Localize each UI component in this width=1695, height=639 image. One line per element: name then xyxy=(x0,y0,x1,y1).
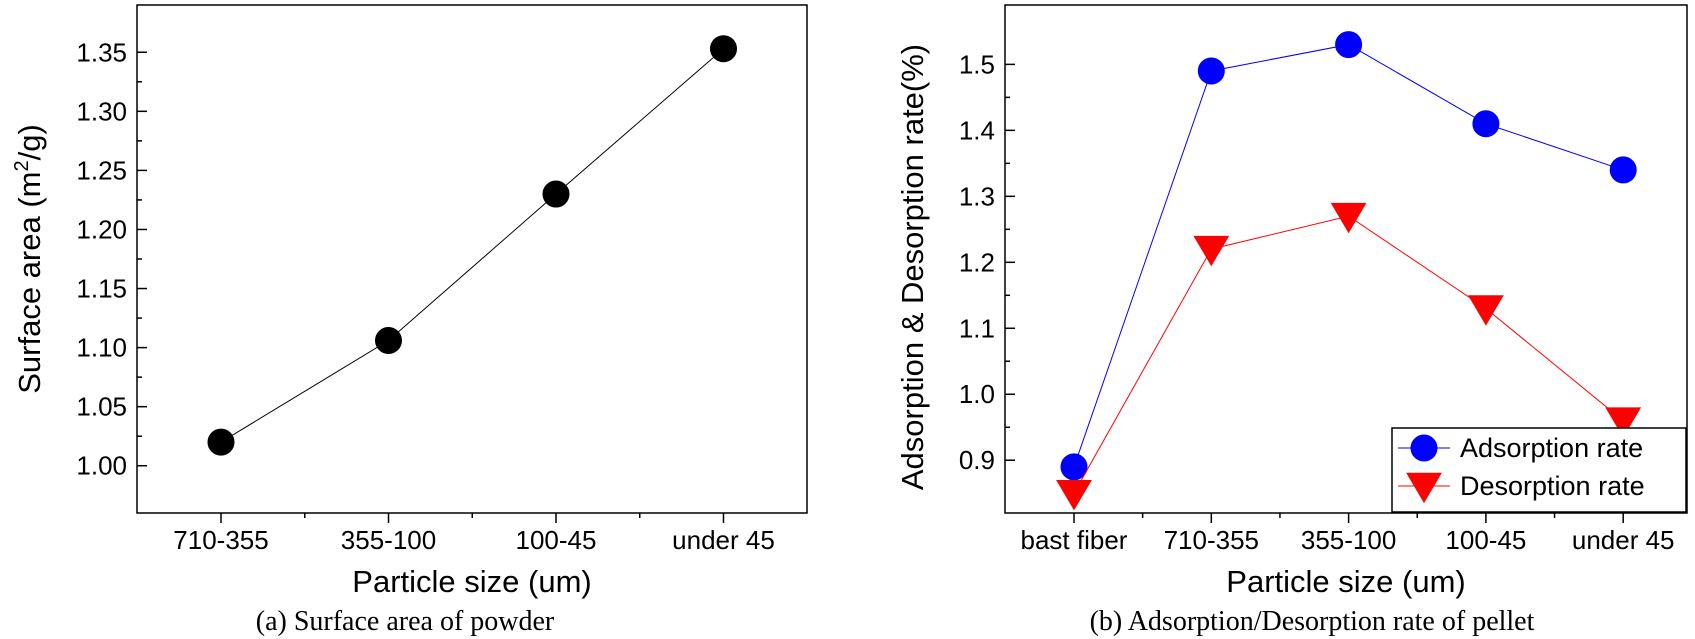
y-axis-label-a-text: Surface area (m xyxy=(12,172,47,394)
y-tick-label: 0.9 xyxy=(959,445,995,475)
y-axis-b: 0.9 1.0 1.1 1.2 1.3 1.4 1.5 xyxy=(959,49,1015,475)
data-point xyxy=(1197,57,1225,85)
data-point xyxy=(1468,295,1504,326)
y-tick-label: 1.20 xyxy=(76,214,127,244)
y-tick-label: 1.1 xyxy=(959,313,995,343)
data-point xyxy=(1193,235,1230,267)
y-axis-label-b: Adsorption & Desorption rate(%) xyxy=(895,44,930,490)
y-tick-label: 1.0 xyxy=(959,379,995,409)
legend-label: Adsorption rate xyxy=(1460,433,1643,463)
x-tick-label: 100-45 xyxy=(516,525,597,555)
y-tick-label: 1.30 xyxy=(76,96,127,126)
legend-marker xyxy=(1410,434,1438,462)
series-group-a xyxy=(207,35,737,456)
y-tick-label: 1.4 xyxy=(959,115,995,145)
plot-frame-a xyxy=(136,4,808,514)
data-point xyxy=(1472,110,1500,138)
legend-label: Desorption rate xyxy=(1460,471,1645,501)
y-axis-label-a-suffix: /g) xyxy=(12,124,47,160)
y-axis-label-a-sup: 2 xyxy=(11,160,33,171)
x-tick-label: bast fiber xyxy=(1021,525,1128,555)
caption-a: (a) Surface area of powder xyxy=(256,606,555,637)
legend-marker xyxy=(1406,472,1442,504)
y-axis-label-a: Surface area (m2/g) xyxy=(11,124,47,394)
data-point xyxy=(1609,156,1637,184)
data-point xyxy=(710,35,737,63)
data-point xyxy=(207,428,235,456)
x-tick-label: 355-100 xyxy=(341,525,436,555)
y-tick-label: 1.3 xyxy=(959,181,995,211)
y-tick-label: 1.25 xyxy=(76,155,127,185)
x-tick-label: 710-355 xyxy=(173,525,268,555)
data-point xyxy=(1060,453,1088,481)
y-tick-label: 1.05 xyxy=(76,392,127,422)
adsorption-desorption-chart: 0.9 1.0 1.1 1.2 1.3 1.4 1.5 bast fiber 710-355 3… xyxy=(895,4,1688,637)
data-point xyxy=(1605,407,1642,438)
series-line-1 xyxy=(1073,44,1624,467)
caption-b: (b) Adsorption/Desorption rate of pellet xyxy=(1090,606,1535,637)
y-tick-label: 1.35 xyxy=(76,37,127,67)
series-group-b xyxy=(1056,31,1642,511)
surface-area-chart: 1.00 1.05 1.10 1.15 1.20 1.25 1.30 1.35 710-355… xyxy=(11,4,808,637)
x-tick-label: 355-100 xyxy=(1301,525,1396,555)
y-tick-label: 1.2 xyxy=(959,247,995,277)
x-tick-label: under 45 xyxy=(672,525,775,555)
data-point xyxy=(1335,31,1363,59)
series-line-1 xyxy=(220,48,724,443)
data-point xyxy=(1056,479,1092,511)
data-point xyxy=(1330,202,1367,234)
y-axis-a: 1.00 1.05 1.10 1.15 1.20 1.25 1.30 1.35 xyxy=(76,37,147,481)
y-tick-label: 1.00 xyxy=(76,451,127,481)
x-axis-label-a: Particle size (um) xyxy=(352,564,591,599)
legend-box xyxy=(1391,427,1687,513)
x-axis-label-b: Particle size (um) xyxy=(1226,564,1465,599)
y-tick-label: 1.15 xyxy=(76,274,127,304)
y-tick-label: 1.5 xyxy=(959,49,995,79)
data-point xyxy=(375,327,402,355)
data-point xyxy=(542,180,570,208)
legend: Adsorption rate Desorption rate xyxy=(1391,427,1687,513)
x-axis-a: 710-355 355-100 100-45 under 45 xyxy=(173,513,775,555)
x-tick-label: under 45 xyxy=(1572,525,1675,555)
x-axis-b: bast fiber 710-355 355-100 100-45 under 45 xyxy=(1021,513,1675,555)
y-tick-label: 1.10 xyxy=(76,333,127,363)
x-tick-label: 100-45 xyxy=(1445,525,1526,555)
x-tick-label: 710-355 xyxy=(1164,525,1259,555)
plot-frame-b xyxy=(1004,4,1688,514)
